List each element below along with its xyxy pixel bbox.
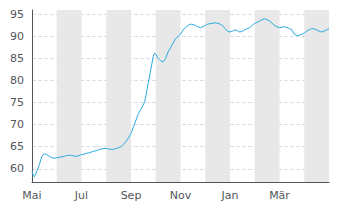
- svg-text:Mär: Mär: [269, 189, 290, 202]
- svg-text:90: 90: [10, 30, 24, 43]
- svg-text:75: 75: [10, 96, 24, 109]
- svg-text:Jul: Jul: [74, 189, 88, 202]
- svg-text:65: 65: [10, 140, 24, 153]
- svg-text:Mai: Mai: [22, 189, 41, 202]
- svg-text:80: 80: [10, 74, 24, 87]
- svg-text:85: 85: [10, 52, 24, 65]
- svg-text:Nov: Nov: [170, 189, 192, 202]
- svg-text:Jan: Jan: [221, 189, 239, 202]
- svg-text:Sep: Sep: [121, 189, 142, 202]
- svg-text:95: 95: [10, 8, 24, 21]
- svg-text:70: 70: [10, 118, 24, 131]
- svg-text:60: 60: [10, 162, 24, 175]
